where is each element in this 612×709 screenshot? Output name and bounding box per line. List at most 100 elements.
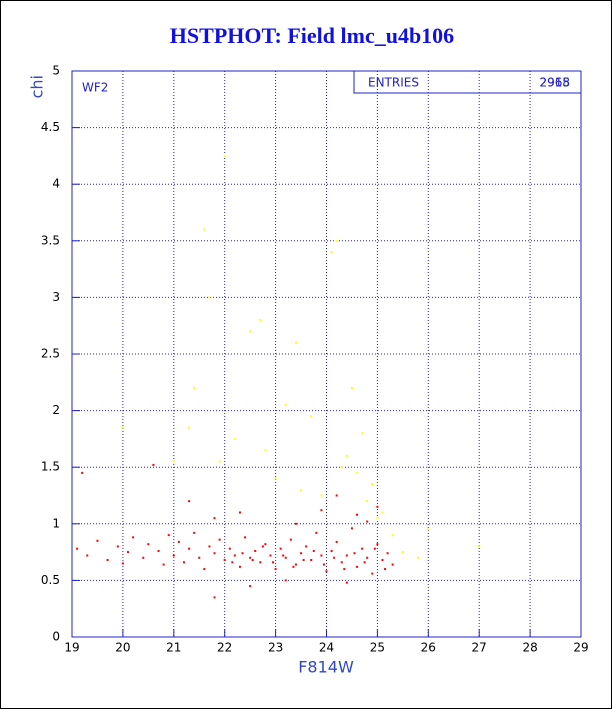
point xyxy=(233,437,236,440)
point xyxy=(322,563,325,566)
stats-box xyxy=(353,71,581,94)
point xyxy=(335,239,338,242)
y-tick-label: 4 xyxy=(52,177,60,191)
point xyxy=(353,552,356,555)
point xyxy=(361,432,364,435)
point xyxy=(162,563,165,566)
point xyxy=(208,545,211,548)
point xyxy=(177,540,180,543)
stats-label: ENTRIES xyxy=(368,76,419,90)
point xyxy=(203,228,206,231)
point xyxy=(167,534,170,537)
point xyxy=(343,568,346,571)
point xyxy=(198,556,201,559)
x-tick-label: 19 xyxy=(64,641,79,655)
point xyxy=(147,543,150,546)
point xyxy=(340,561,343,564)
point xyxy=(371,572,374,575)
point xyxy=(330,549,333,552)
point xyxy=(320,554,323,557)
x-tick-label: 27 xyxy=(472,641,487,655)
point xyxy=(182,561,185,564)
point xyxy=(294,563,297,566)
point xyxy=(228,547,231,550)
point xyxy=(121,562,124,565)
point xyxy=(417,556,420,559)
point xyxy=(233,554,236,557)
point xyxy=(121,426,124,429)
y-tick-label: 1.5 xyxy=(41,460,60,474)
y-tick-label: 4.5 xyxy=(41,120,60,134)
point xyxy=(381,511,384,514)
point xyxy=(376,505,379,508)
point xyxy=(292,565,295,568)
x-tick-label: 23 xyxy=(268,641,283,655)
x-axis-label: F814W xyxy=(298,658,354,677)
point xyxy=(356,471,359,474)
point xyxy=(302,559,305,562)
point xyxy=(371,483,374,486)
point xyxy=(259,561,262,564)
point xyxy=(300,488,303,491)
point xyxy=(213,552,216,555)
point xyxy=(325,570,328,573)
point xyxy=(218,460,221,463)
point xyxy=(152,463,155,466)
point xyxy=(282,554,285,557)
point xyxy=(427,528,430,531)
point xyxy=(223,154,226,157)
point xyxy=(238,511,241,514)
point xyxy=(264,543,267,546)
point xyxy=(269,554,272,557)
point xyxy=(284,579,287,582)
point xyxy=(249,585,252,588)
point xyxy=(384,568,387,571)
point xyxy=(373,547,376,550)
point xyxy=(376,543,379,546)
point xyxy=(172,554,175,557)
y-tick-label: 3 xyxy=(52,290,60,304)
x-tick-label: 22 xyxy=(217,641,232,655)
point xyxy=(203,568,206,571)
point xyxy=(320,509,323,512)
point xyxy=(284,556,287,559)
point xyxy=(231,561,234,564)
point xyxy=(274,477,277,480)
point xyxy=(96,539,99,542)
point xyxy=(391,534,394,537)
point xyxy=(272,561,275,564)
point xyxy=(213,517,216,520)
point xyxy=(241,552,244,555)
point xyxy=(361,547,364,550)
point xyxy=(157,549,160,552)
point xyxy=(320,494,323,497)
point xyxy=(335,540,338,543)
point xyxy=(330,251,333,254)
point xyxy=(366,500,369,503)
point xyxy=(193,531,196,534)
point xyxy=(366,556,369,559)
point xyxy=(238,565,241,568)
point xyxy=(381,559,384,562)
point xyxy=(350,386,353,389)
point xyxy=(261,545,264,548)
point xyxy=(249,330,252,333)
point xyxy=(142,556,145,559)
point xyxy=(312,549,315,552)
point xyxy=(284,403,287,406)
point xyxy=(244,536,247,539)
stats-value: 2968 xyxy=(539,76,570,90)
point xyxy=(223,559,226,562)
point xyxy=(401,551,404,554)
point xyxy=(279,547,282,550)
point xyxy=(345,454,348,457)
point xyxy=(294,341,297,344)
point xyxy=(345,554,348,557)
y-tick-label: 2.5 xyxy=(41,347,60,361)
point xyxy=(350,527,353,530)
point xyxy=(208,296,211,299)
point xyxy=(193,386,196,389)
point xyxy=(251,559,254,562)
point xyxy=(172,460,175,463)
